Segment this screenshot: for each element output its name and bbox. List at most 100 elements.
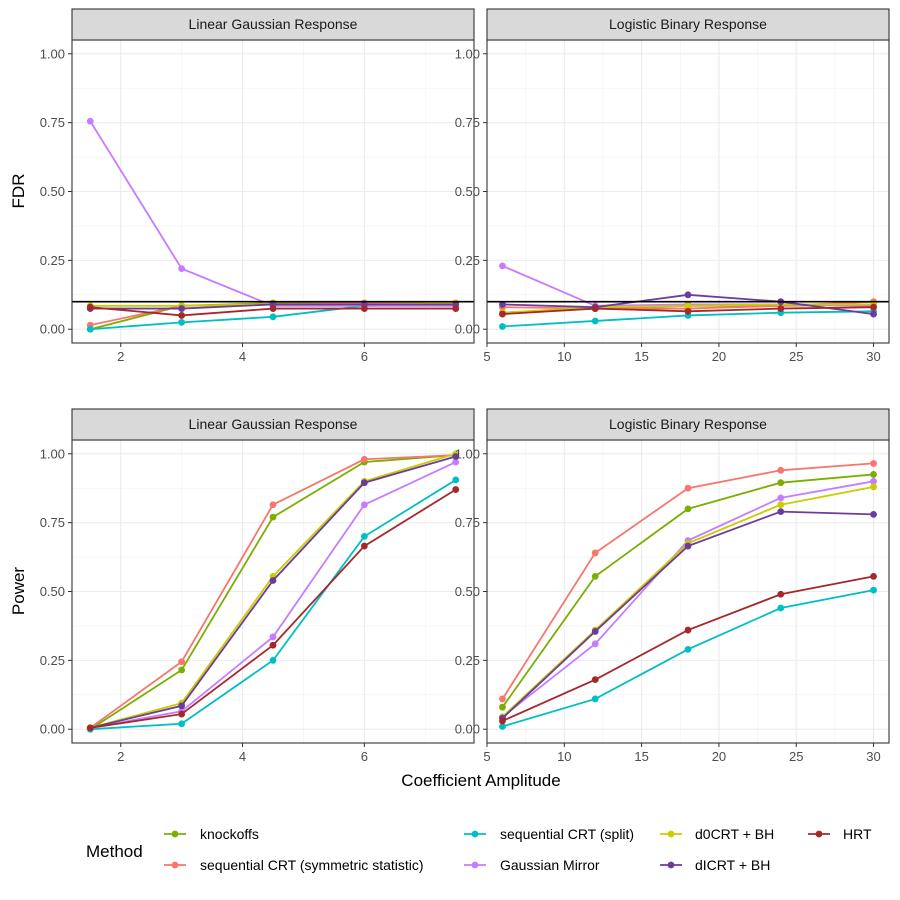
data-point-scrt_split <box>591 695 599 703</box>
facet-strip-label: Logistic Binary Response <box>609 416 767 432</box>
data-point-hrt <box>360 305 368 312</box>
legend-key-point <box>815 830 823 838</box>
data-point-knockoffs <box>269 513 277 521</box>
x-tick-label: 20 <box>712 749 726 764</box>
data-point-gm <box>178 265 186 273</box>
x-tick-label: 2 <box>117 749 124 764</box>
data-point-gm <box>360 501 368 509</box>
data-point-gm <box>777 494 785 502</box>
legend-label: HRT <box>843 826 872 842</box>
data-point-hrt <box>269 641 277 649</box>
data-point-hrt <box>86 724 94 732</box>
legend-item-dicrt: dICRT + BH <box>660 857 770 873</box>
data-point-hrt <box>178 312 186 319</box>
data-point-dicrt <box>870 310 877 318</box>
legend-key-point <box>171 830 179 838</box>
data-point-scrt_split <box>591 317 599 325</box>
data-point-dicrt <box>178 305 186 312</box>
data-point-scrt_split <box>499 723 506 730</box>
data-point-scrt_sym <box>870 460 877 467</box>
legend-key-point <box>471 861 479 869</box>
data-point-hrt <box>591 305 599 312</box>
y-tick-label: 0.25 <box>455 653 480 668</box>
legend-item-d0crt: d0CRT + BH <box>660 826 774 842</box>
data-point-dicrt <box>360 479 368 487</box>
x-tick-label: 25 <box>789 749 803 764</box>
y-tick-label: 0.00 <box>40 322 65 337</box>
data-point-scrt_sym <box>178 658 186 666</box>
data-point-hrt <box>870 303 877 311</box>
x-tick-label: 4 <box>239 349 246 364</box>
data-point-scrt_split <box>684 645 692 653</box>
data-point-dicrt <box>178 702 186 710</box>
facet-strip <box>486 408 890 441</box>
data-point-d0crt <box>777 501 785 509</box>
data-point-knockoffs <box>684 505 692 513</box>
data-point-hrt <box>452 305 460 312</box>
data-point-knockoffs <box>777 479 785 487</box>
y-tick-label: 1.00 <box>40 46 65 61</box>
data-point-dicrt <box>452 453 460 460</box>
x-tick-label: 6 <box>361 749 368 764</box>
data-point-scrt_split <box>777 604 785 612</box>
x-tick-label: 5 <box>483 349 490 364</box>
y-tick-label: 0.75 <box>40 115 65 130</box>
data-point-knockoffs <box>591 572 599 580</box>
x-tick-label: 25 <box>789 349 803 364</box>
data-point-hrt <box>591 676 599 684</box>
facet-strip <box>71 408 475 441</box>
data-point-hrt <box>86 303 94 311</box>
data-point-hrt <box>777 305 785 312</box>
data-point-knockoffs <box>178 666 186 674</box>
legend-label: d0CRT + BH <box>695 826 774 842</box>
data-point-hrt <box>684 626 692 634</box>
data-point-scrt_split <box>269 313 277 321</box>
data-point-gm <box>870 477 877 485</box>
legend: Method knockoffs sequential CRT (symmetri… <box>86 826 872 873</box>
data-point-gm <box>591 640 599 648</box>
x-tick-label: 15 <box>634 349 648 364</box>
facet-strip-label: Linear Gaussian Response <box>189 416 358 432</box>
data-point-dicrt <box>684 542 692 550</box>
data-point-scrt_split <box>360 533 368 540</box>
x-tick-label: 30 <box>866 349 880 364</box>
data-point-gm <box>86 117 94 125</box>
legend-title: Method <box>86 842 143 861</box>
y-tick-label: 1.00 <box>455 46 480 61</box>
y-tick-label: 1.00 <box>455 446 480 461</box>
data-point-dicrt <box>684 291 692 299</box>
legend-key-point <box>667 861 675 869</box>
legend-item-knockoffs: knockoffs <box>164 826 259 842</box>
data-point-scrt_sym <box>269 501 277 509</box>
data-point-scrt_sym <box>499 695 506 703</box>
data-point-hrt <box>870 572 877 580</box>
data-point-scrt_sym <box>684 484 692 492</box>
data-point-scrt_sym <box>360 455 368 463</box>
legend-item-scrt_sym: sequential CRT (symmetric statistic) <box>164 857 424 873</box>
data-point-hrt <box>777 590 785 598</box>
x-tick-label: 20 <box>712 349 726 364</box>
x-tick-label: 10 <box>557 749 571 764</box>
x-tick-label: 15 <box>634 749 648 764</box>
x-tick-label: 6 <box>361 349 368 364</box>
data-point-hrt <box>499 717 506 725</box>
data-point-scrt_sym <box>591 549 599 557</box>
facet-strip <box>486 8 890 41</box>
y-tick-label: 0.50 <box>455 584 480 599</box>
y-tick-label: 0.25 <box>40 653 65 668</box>
data-point-scrt_split <box>178 318 186 326</box>
y-tick-label: 0.75 <box>40 515 65 530</box>
data-point-knockoffs <box>499 703 506 711</box>
legend-item-gm: Gaussian Mirror <box>464 857 600 873</box>
data-point-dicrt <box>870 510 877 518</box>
legend-item-scrt_split: sequential CRT (split) <box>464 826 634 842</box>
y-tick-label: 1.00 <box>40 446 65 461</box>
data-point-d0crt <box>684 302 692 310</box>
y-tick-label: 0.50 <box>40 584 65 599</box>
legend-label: dICRT + BH <box>695 857 770 873</box>
data-point-hrt <box>684 307 692 315</box>
y-tick-label: 0.25 <box>455 253 480 268</box>
data-point-hrt <box>452 486 460 493</box>
legend-items: knockoffs sequential CRT (symmetric stati… <box>164 826 872 873</box>
